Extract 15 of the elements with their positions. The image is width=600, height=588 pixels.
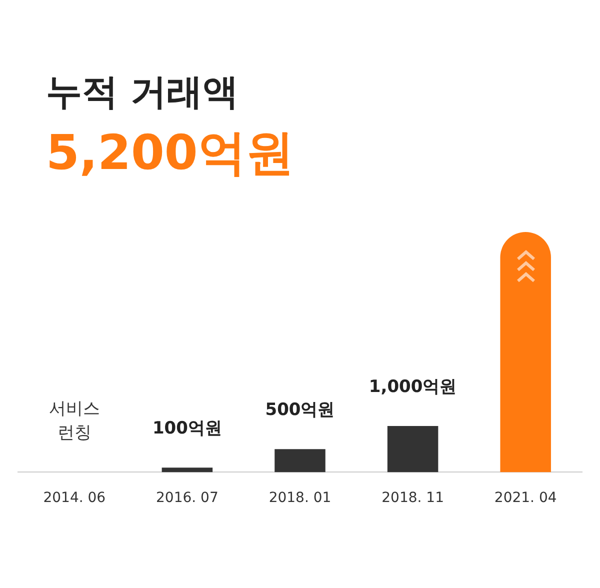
data-label: 서비스 런칭 [48, 399, 100, 444]
data-label: 100억원 [152, 418, 222, 438]
data-label: 500억원 [265, 400, 335, 420]
bar [162, 468, 213, 472]
x-tick-label: 2014. 06 [43, 490, 106, 506]
bar [274, 449, 326, 472]
x-tick-label: 2021. 04 [494, 490, 557, 506]
chart-subtitle: 5,200억원 [45, 124, 295, 183]
data-label: 1,000억원 [368, 376, 457, 397]
x-tick-label: 2018. 11 [382, 490, 444, 506]
bar [500, 232, 551, 472]
chart-title: 누적 거래액 [45, 71, 240, 115]
x-tick-label: 2018. 01 [268, 490, 332, 506]
bar [387, 426, 438, 472]
x-tick-label: 2016. 07 [156, 490, 218, 506]
